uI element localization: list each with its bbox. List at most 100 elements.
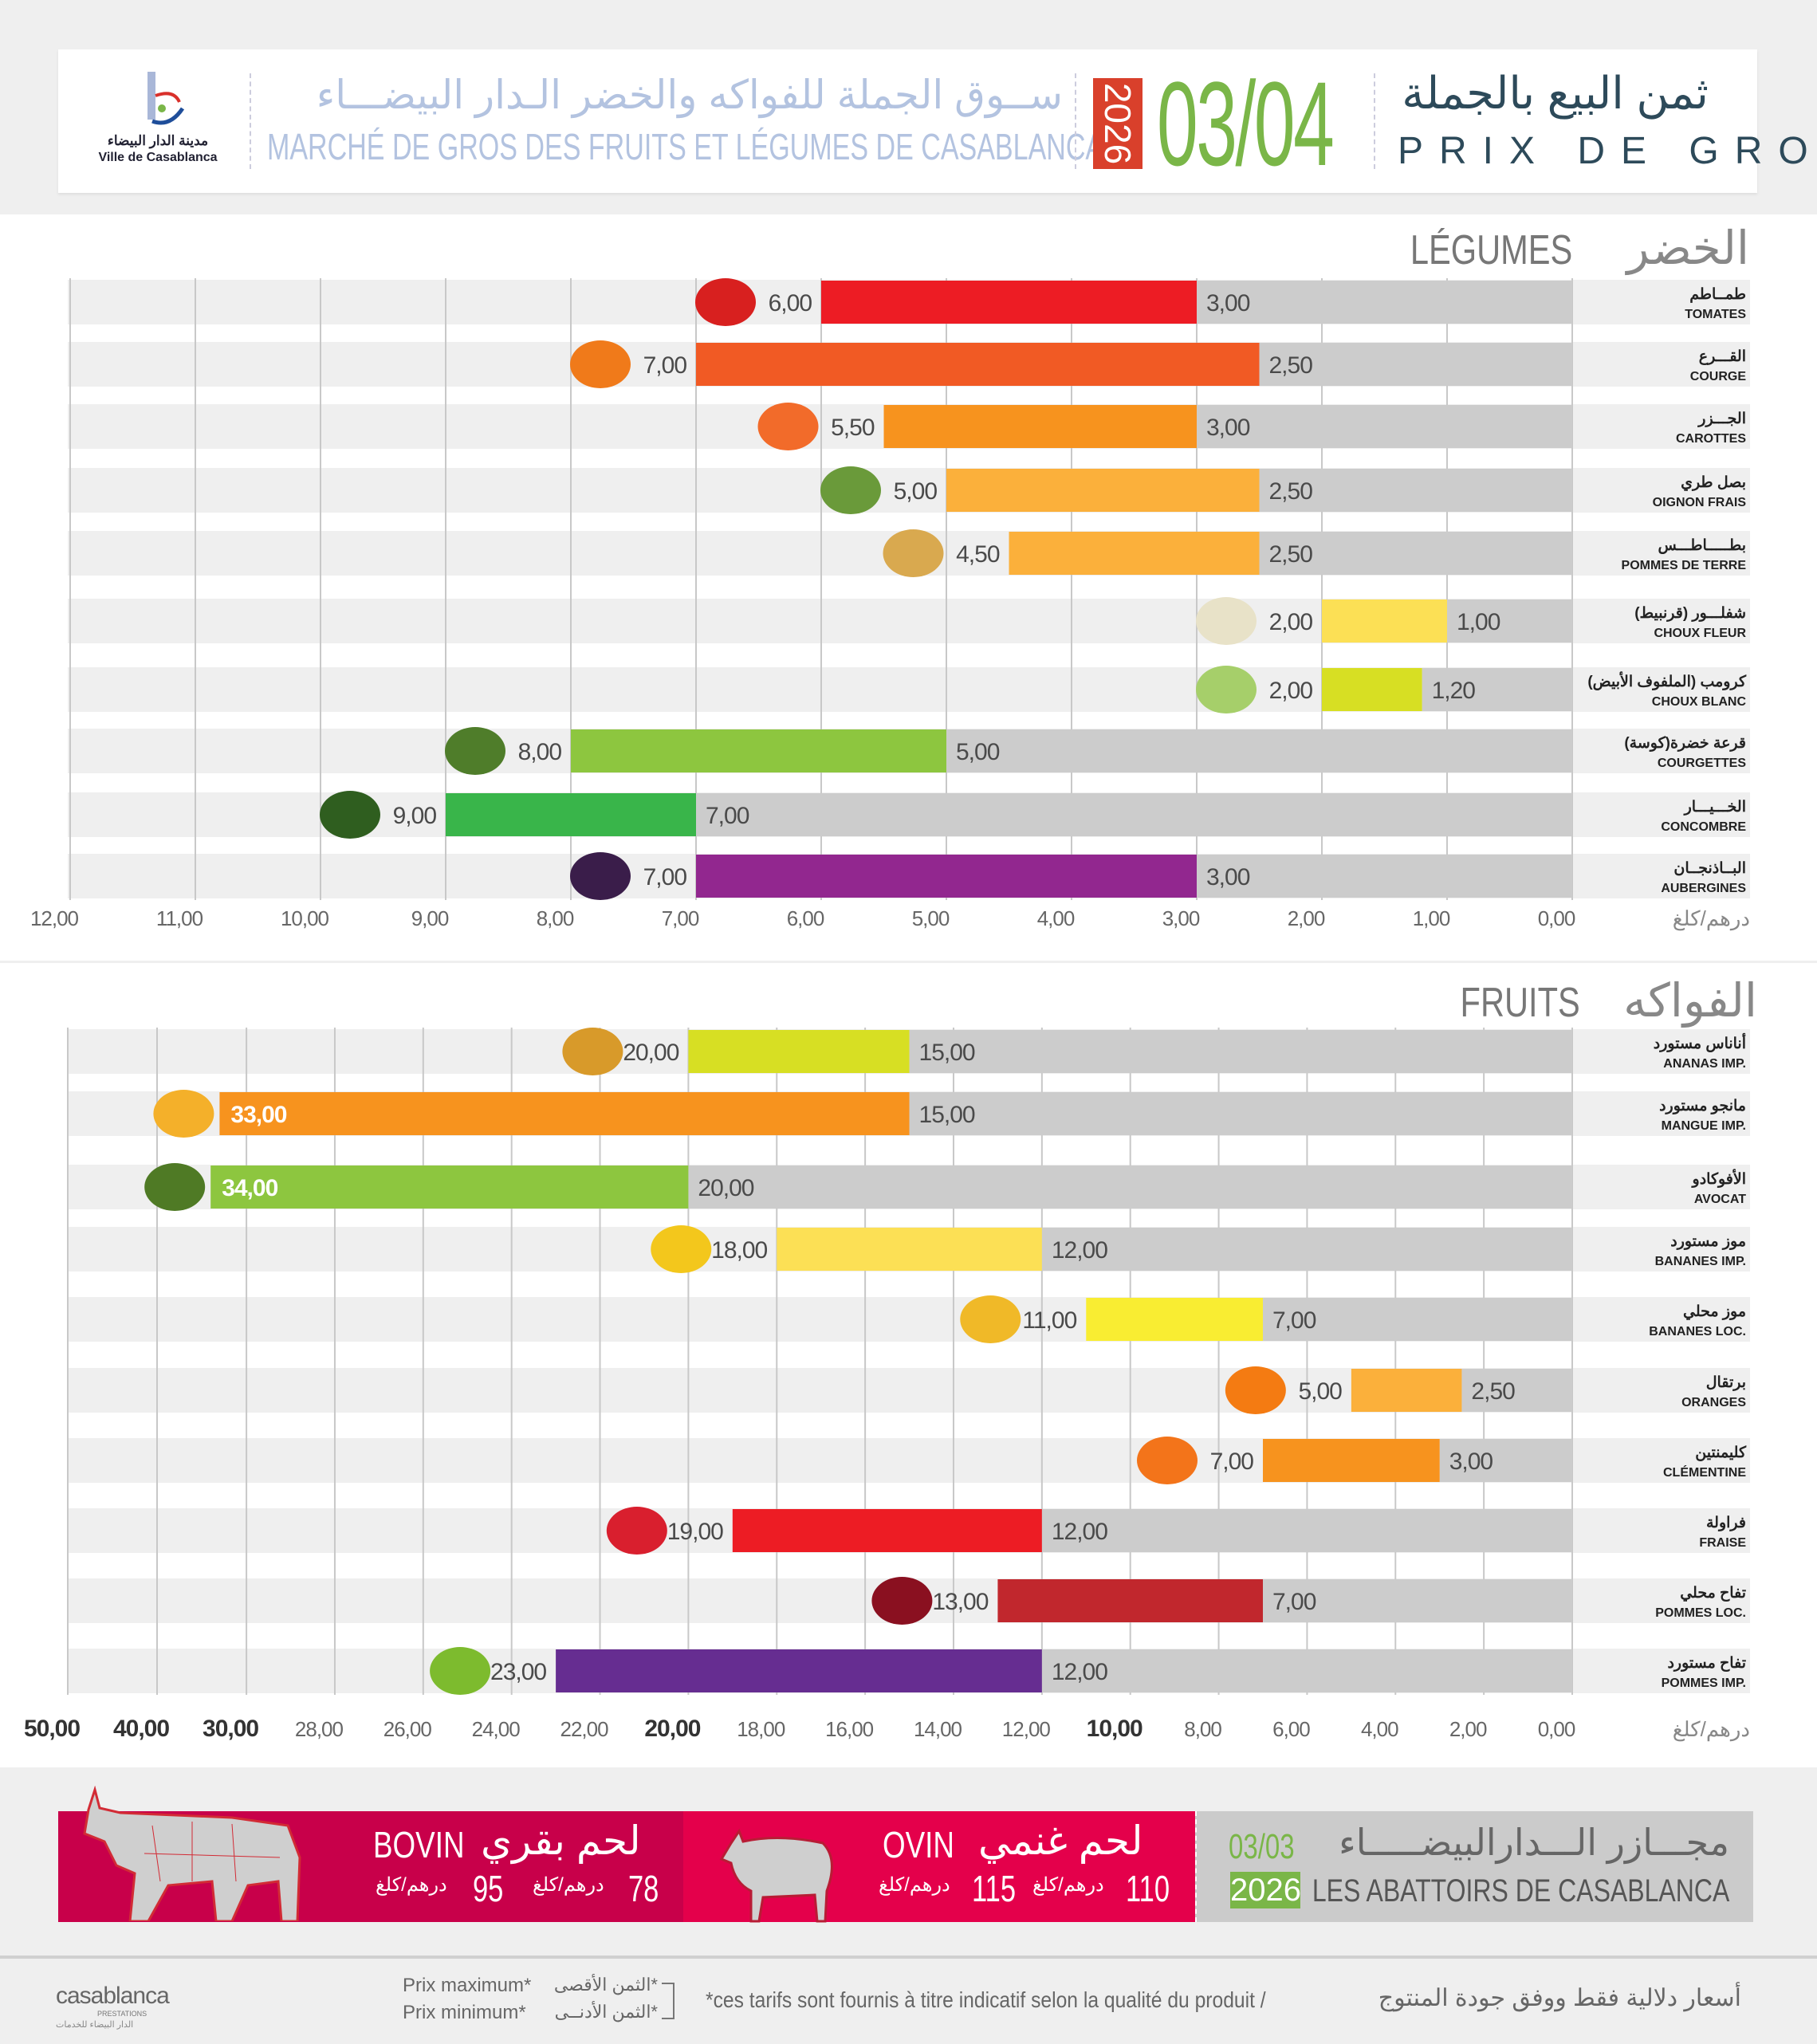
x-tick-label: 5,00 (912, 906, 950, 930)
item-name-ar: مانجو مستورد (1659, 1098, 1746, 1114)
bovin-min-price: 78 (628, 1868, 659, 1909)
item-name-fr: AVOCAT (1694, 1193, 1746, 1206)
min-price-label: 3,00 (1206, 415, 1250, 441)
x-tick-label: 3,00 (1162, 906, 1200, 930)
min-price-label: 2,50 (1269, 541, 1313, 568)
min-price-label: 7,00 (1272, 1589, 1316, 1615)
prix-gros-ar: ثمن البيع بالجملة (1402, 68, 1709, 118)
x-tick-label: 8,00 (537, 906, 574, 930)
price-range-bar (556, 1649, 1042, 1692)
x-tick-label: 18,00 (737, 1717, 785, 1741)
price-range-bar (1351, 1369, 1462, 1412)
axis-unit-label: درهم/كلغ (1673, 906, 1750, 931)
market-title-fr: MARCHÉ DE GROS DES FRUITS ET LÉGUMES DE … (267, 126, 1104, 167)
year-text: 2026 (1097, 82, 1139, 165)
item-name-fr: POMMES IMP. (1662, 1676, 1746, 1690)
disclaimer-fr: *ces tarifs sont fournis à titre indicat… (706, 1987, 1266, 2012)
x-tick-label: 2,00 (1288, 906, 1325, 930)
price-range-bar (732, 1509, 1042, 1552)
price-range-bar (1262, 1439, 1440, 1482)
bovin-label-ar: لحم بقري (481, 1818, 641, 1863)
x-tick-label: 16,00 (825, 1717, 874, 1741)
fruits-title-fr: FRUITS (1460, 980, 1580, 1026)
ovin-panel: OVIN لحم غنمي درهم/كلغ 115 درهم/كلغ 110 (683, 1811, 1195, 1923)
orange-icon (1225, 1366, 1286, 1414)
min-price-label: 12,00 (1052, 1659, 1107, 1685)
item-name-fr: ORANGES (1681, 1396, 1746, 1409)
x-tick-label: 20,00 (644, 1716, 700, 1742)
min-price-bar (909, 1030, 1572, 1073)
item-name-fr: CHOUX FLEUR (1654, 627, 1746, 640)
item-name-ar: بطـــــاطـــس (1658, 537, 1746, 554)
x-tick-label: 24,00 (472, 1717, 521, 1741)
min-price-bar (1197, 855, 1572, 898)
x-tick-label: 50,00 (24, 1716, 80, 1742)
price-range-bar (777, 1228, 1042, 1271)
min-price-label: 5,00 (956, 739, 1000, 765)
max-price-label: 13,00 (932, 1589, 988, 1615)
max-price-label: 9,00 (393, 803, 437, 829)
x-tick-label: 26,00 (383, 1717, 432, 1741)
green-onion-icon (820, 466, 881, 514)
min-price-label: 3,00 (1206, 864, 1250, 890)
ovin-label-fr: OVIN (883, 1824, 954, 1865)
x-tick-label: 4,00 (1037, 906, 1075, 930)
clementine-icon (1136, 1437, 1198, 1484)
item-name-fr: OIGNON FRAIS (1653, 496, 1747, 509)
item-name-fr: TOMATES (1685, 308, 1746, 321)
pumpkin-icon (570, 340, 631, 388)
price-range-bar (446, 793, 696, 836)
price-range-bar (1322, 599, 1447, 643)
price-range-bar (210, 1165, 689, 1209)
legend-bracket (662, 1983, 674, 2019)
abattoir-title-ar: مجـــازر الـــدارالبيضـــــاء (1339, 1822, 1729, 1863)
city-logo-icon (147, 72, 185, 125)
x-tick-label: 10,00 (1087, 1716, 1143, 1742)
item-name-fr: CHOUX BLANC (1652, 695, 1747, 709)
item-name-ar: تفاح محلي (1680, 1585, 1746, 1602)
max-price-label: 7,00 (643, 864, 687, 890)
min-price-label: 2,50 (1269, 352, 1313, 379)
ovin-unit: درهم/كلغ (1032, 1874, 1104, 1896)
min-price-bar (909, 1092, 1572, 1135)
price-range-bar (1322, 668, 1422, 711)
item-name-ar: موز مستورد (1670, 1233, 1746, 1250)
price-range-bar (946, 469, 1260, 512)
legend-min-fr: Prix minimum* (403, 2002, 526, 2023)
x-tick-label: 6,00 (787, 906, 824, 930)
max-price-label: 18,00 (711, 1237, 767, 1264)
abattoir-year: 2026 (1230, 1872, 1301, 1908)
min-price-bar (1262, 1298, 1572, 1341)
x-tick-label: 0,00 (1538, 906, 1575, 930)
axis-unit-label: درهم/كلغ (1673, 1717, 1750, 1742)
price-range-bar (1009, 532, 1260, 575)
max-price-label: 20,00 (623, 1040, 678, 1066)
apples-icon (430, 1647, 491, 1695)
divider (1075, 73, 1076, 169)
item-name-ar: أناناس مستورد (1654, 1032, 1746, 1052)
potato-icon (883, 529, 944, 577)
cabbage-icon (1196, 666, 1257, 713)
max-price-label: 6,00 (769, 290, 812, 316)
x-tick-label: 2,00 (1449, 1717, 1487, 1741)
bovin-label-fr: BOVIN (373, 1824, 465, 1865)
x-tick-label: 22,00 (560, 1717, 609, 1741)
abattoir-title-fr: LES ABATTOIRS DE CASABLANCA (1312, 1873, 1729, 1908)
item-name-ar: بصل طري (1681, 474, 1746, 492)
ovin-max-price: 115 (972, 1868, 1017, 1909)
min-price-label: 20,00 (698, 1175, 753, 1201)
divider (1374, 73, 1375, 169)
vegetables-section: LÉGUMES الخضر 3,00 6,00 طمــاطم TOMATES 2,50… (0, 214, 1817, 961)
min-price-bar (1422, 668, 1572, 711)
min-price-bar (1262, 1579, 1572, 1622)
min-price-bar (696, 793, 1572, 836)
min-price-bar (1041, 1228, 1572, 1271)
min-price-bar (1259, 343, 1572, 386)
max-price-label: 5,00 (1298, 1378, 1342, 1405)
max-price-label: 2,00 (1269, 609, 1313, 635)
min-price-bar (1447, 599, 1572, 643)
price-range-bar (883, 405, 1197, 448)
ovin-unit: درهم/كلغ (879, 1874, 950, 1896)
bovin-unit: درهم/كلغ (376, 1874, 447, 1896)
x-tick-label: 30,00 (203, 1716, 258, 1742)
